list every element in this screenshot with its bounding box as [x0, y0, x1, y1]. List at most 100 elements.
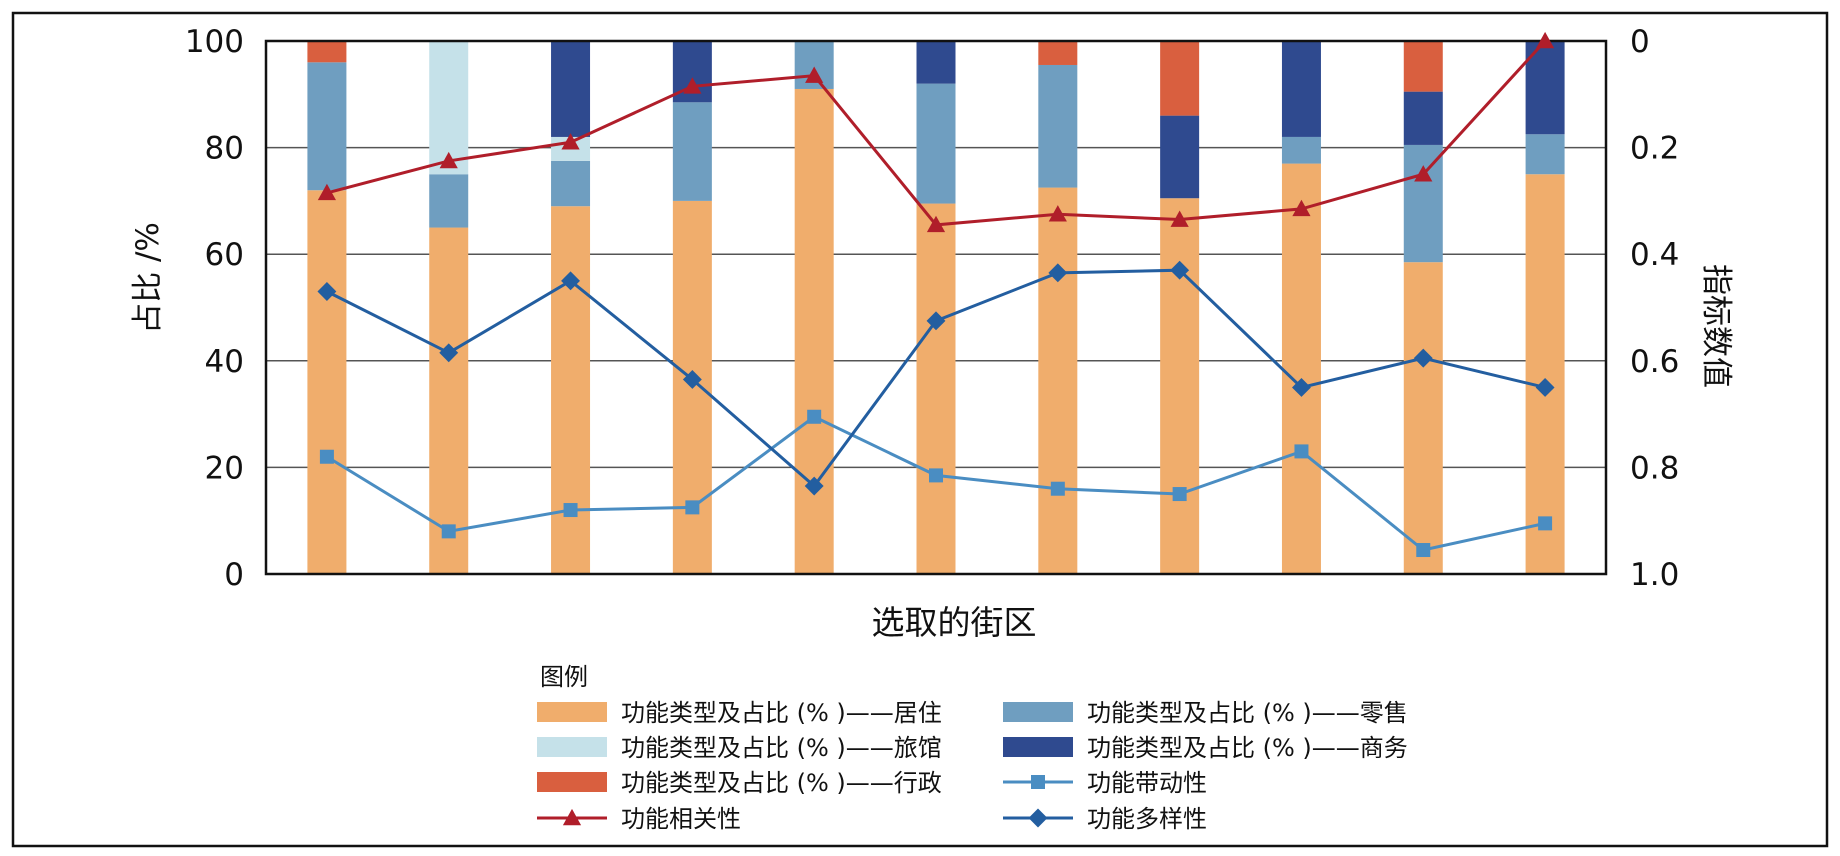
plot-area-frame — [264, 39, 1608, 576]
left-axis-ticks: 0 20 40 60 80 100 — [185, 24, 244, 593]
data-point-0 — [1050, 481, 1065, 496]
data-point-1 — [317, 282, 337, 301]
bar-segment-4 — [307, 41, 347, 63]
legend: 图例 功能类型及占比 (% )——居住 功能类型及占比 (% )——零售功能类型及… — [537, 663, 1408, 833]
legend-swatch — [1003, 737, 1073, 757]
legend-item-label: 功能类型及占比 (% )——商务 — [1087, 734, 1408, 762]
bar-segment-1 — [1281, 136, 1321, 164]
data-point-2 — [926, 215, 946, 233]
data-point-0 — [1294, 444, 1309, 459]
bar-segment-1 — [429, 174, 469, 228]
data-point-1 — [1170, 260, 1190, 280]
y-axis-left-label: 占比 /% — [130, 222, 166, 334]
right-tick-label: 0.6 — [1630, 344, 1679, 380]
bar-segment-0 — [1160, 198, 1200, 575]
bar-segment-3 — [1160, 115, 1200, 199]
data-point-0 — [685, 500, 700, 515]
data-point-1 — [1048, 263, 1068, 283]
right-tick-label: 1.0 — [1630, 557, 1679, 593]
bar-segment-3 — [1403, 91, 1443, 145]
bar-segment-1 — [1403, 144, 1443, 263]
legend-item-label: 功能类型及占比 (% )——零售 — [1087, 699, 1408, 727]
data-point-2 — [1414, 165, 1433, 182]
right-tick-label: 0.2 — [1630, 131, 1679, 167]
x-axis-label: 选取的街区 — [872, 603, 1037, 642]
bar-segment-3 — [1281, 41, 1321, 137]
bar-segment-0 — [1281, 163, 1321, 574]
bar-segment-0 — [551, 206, 591, 575]
data-point-0 — [1172, 487, 1187, 502]
legend-swatch — [537, 702, 607, 722]
legend-marker — [1031, 775, 1045, 789]
data-point-1 — [439, 343, 459, 363]
data-point-2 — [439, 151, 458, 169]
left-tick-label: 80 — [205, 131, 244, 167]
legend-item-label: 功能类型及占比 (% )——居住 — [621, 699, 942, 727]
lines-layer — [317, 31, 1555, 558]
y-axis-right-label: 指标数值 — [1698, 264, 1734, 388]
legend-item-label: 功能类型及占比 (% )——旅馆 — [621, 734, 942, 762]
data-point-2 — [1170, 210, 1189, 227]
data-point-0 — [563, 503, 578, 518]
left-tick-label: 100 — [185, 24, 244, 60]
bar-segment-0 — [1403, 262, 1443, 574]
left-tick-label: 0 — [224, 557, 244, 593]
bar-segment-4 — [1038, 41, 1078, 65]
data-point-0 — [1416, 543, 1431, 558]
bar-segment-0 — [1525, 174, 1565, 574]
bar-segment-1 — [1038, 64, 1078, 188]
data-point-0 — [1538, 516, 1553, 531]
right-axis-ticks: 1.0 0.8 0.6 0.4 0.2 0 — [1630, 24, 1679, 593]
data-point-1 — [1413, 348, 1433, 368]
data-point-2 — [683, 77, 702, 94]
legend-swatch — [1003, 702, 1073, 722]
bar-segment-0 — [916, 203, 956, 574]
bars-layer — [307, 41, 1565, 575]
data-point-2 — [561, 133, 580, 150]
data-point-1 — [804, 476, 824, 496]
data-point-2 — [317, 183, 337, 201]
legend-swatch — [537, 772, 607, 792]
right-tick-label: 0.8 — [1630, 450, 1679, 486]
bar-segment-0 — [1038, 187, 1078, 574]
legend-item-label: 功能多样性 — [1087, 805, 1207, 833]
legend-item-label: 功能带动性 — [1087, 769, 1207, 797]
bar-segment-3 — [551, 41, 591, 137]
left-tick-label: 60 — [205, 237, 244, 273]
bar-segment-1 — [307, 62, 347, 191]
bar-segment-1 — [672, 102, 712, 201]
data-point-2 — [805, 66, 824, 83]
legend-item-label: 功能相关性 — [621, 805, 741, 833]
bar-segment-1 — [916, 83, 956, 204]
legend-marker — [1028, 808, 1048, 828]
bar-segment-0 — [307, 190, 347, 575]
data-point-0 — [929, 468, 943, 483]
bar-segment-4 — [1160, 41, 1200, 116]
bar-segment-0 — [429, 227, 469, 575]
data-point-1 — [926, 311, 946, 331]
bar-segment-1 — [1525, 134, 1565, 175]
left-tick-label: 20 — [205, 450, 244, 486]
left-tick-label: 40 — [205, 344, 244, 380]
data-point-1 — [1535, 378, 1555, 397]
data-point-1 — [1292, 378, 1311, 397]
bar-segment-4 — [1403, 41, 1443, 92]
data-point-1 — [561, 271, 580, 291]
data-point-1 — [682, 370, 702, 389]
data-point-2 — [1535, 31, 1555, 49]
bar-segment-0 — [794, 88, 834, 574]
legend-swatch — [537, 737, 607, 757]
bar-segment-3 — [916, 41, 956, 84]
right-tick-label: 0.4 — [1630, 237, 1679, 273]
data-point-2 — [1292, 199, 1311, 217]
data-point-0 — [807, 409, 822, 424]
data-point-0 — [441, 524, 456, 539]
right-tick-label: 0 — [1630, 24, 1650, 60]
bar-segment-1 — [551, 160, 591, 207]
data-point-0 — [319, 449, 334, 464]
data-point-2 — [1048, 205, 1067, 222]
legend-title: 图例 — [540, 663, 588, 691]
legend-marker — [562, 808, 582, 826]
legend-item-label: 功能类型及占比 (% )——行政 — [621, 769, 942, 797]
